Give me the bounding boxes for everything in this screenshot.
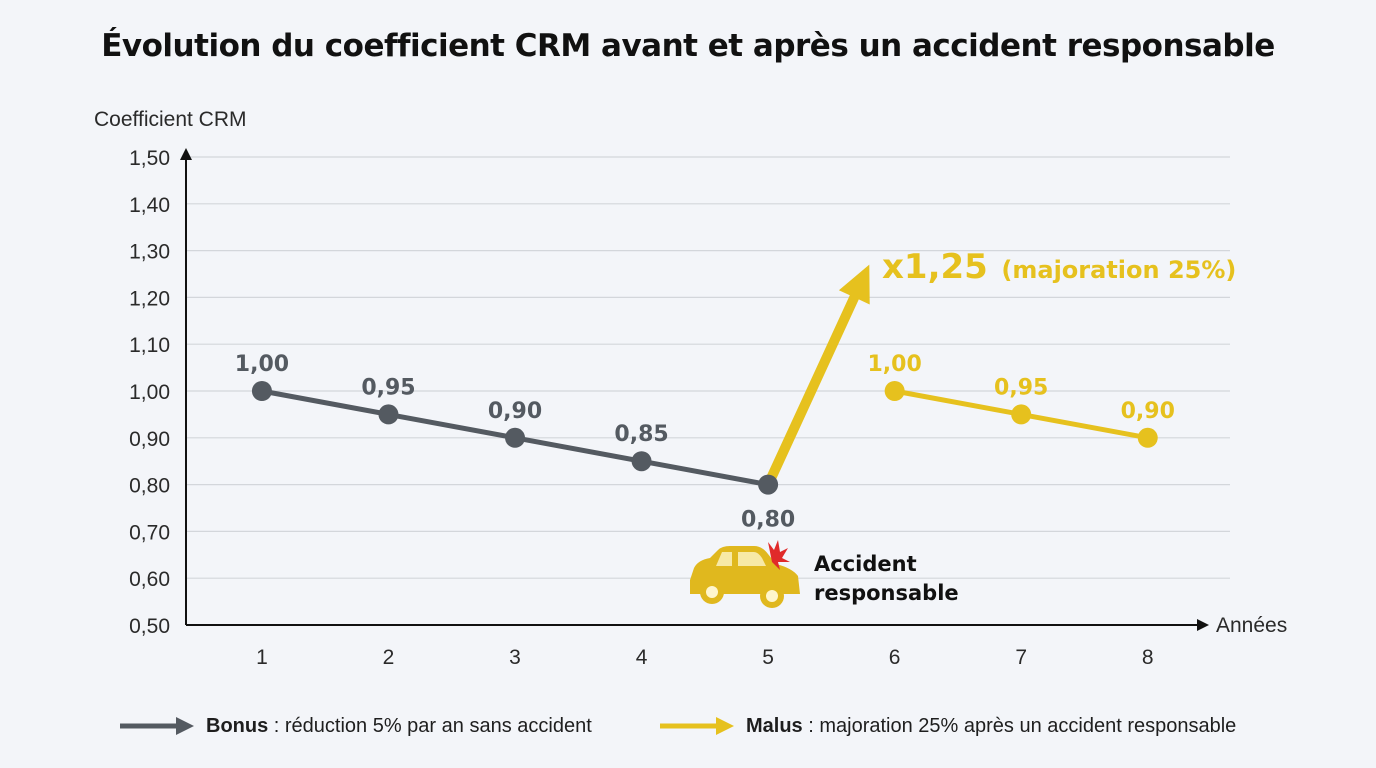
y-tick-label: 1,10 xyxy=(129,334,170,357)
multiplier-detail: (majoration 25%) xyxy=(1001,256,1236,284)
x-tick-label: 2 xyxy=(383,646,395,669)
x-tick-label: 5 xyxy=(762,646,774,669)
x-tick-label: 7 xyxy=(1015,646,1027,669)
legend-bonus-text: : réduction 5% par an sans accident xyxy=(268,714,592,737)
legend-malus: Malus : majoration 25% après un accident… xyxy=(660,712,1236,740)
data-point-malus xyxy=(1011,404,1032,425)
y-tick-label: 0,60 xyxy=(129,568,170,591)
legend-malus-label: Malus xyxy=(746,714,803,737)
y-tick-label: 1,50 xyxy=(129,147,170,170)
data-label-malus: 1,00 xyxy=(868,352,922,377)
impact-burst xyxy=(768,540,790,570)
chart-title: Évolution du coefficient CRM avant et ap… xyxy=(101,28,1275,64)
data-point-bonus xyxy=(251,381,272,401)
data-label-bonus: 0,95 xyxy=(361,375,415,400)
malus-jump-arrow xyxy=(763,264,870,487)
y-axis-title: Coefficient CRM xyxy=(94,108,247,131)
legend-bonus: Bonus : réduction 5% par an sans acciden… xyxy=(120,712,592,740)
x-tick-label: 4 xyxy=(636,646,648,669)
x-axis-title: Années xyxy=(1216,614,1287,637)
data-point-bonus xyxy=(758,474,779,495)
accident-label: Accident responsable xyxy=(814,552,959,605)
y-tick-label: 1,30 xyxy=(129,241,170,264)
data-label-bonus: 0,80 xyxy=(741,508,795,533)
data-label-malus: 0,90 xyxy=(1121,399,1175,424)
y-tick-label: 1,00 xyxy=(129,381,170,404)
tick-labels: 0,50 0,60 0,70 0,80 0,90 1,00 1,10 1,20 1,30 1,40… xyxy=(129,147,1153,669)
data-point-malus xyxy=(1137,427,1158,448)
y-tick-label: 0,70 xyxy=(129,521,170,544)
y-tick-label: 0,50 xyxy=(129,615,170,638)
bonus-arrow-icon xyxy=(120,717,194,735)
data-label-malus: 0,95 xyxy=(994,375,1048,400)
data-point-bonus xyxy=(378,404,399,425)
y-tick-label: 0,90 xyxy=(129,428,170,451)
y-tick-label: 1,20 xyxy=(129,287,170,310)
y-tick-label: 0,80 xyxy=(129,475,170,498)
multiplier-annotation: x1,25 (majoration 25%) xyxy=(882,247,1236,287)
x-tick-label: 8 xyxy=(1142,646,1154,669)
data-point-bonus xyxy=(631,451,652,472)
y-tick-label: 1,40 xyxy=(129,194,170,217)
x-tick-label: 1 xyxy=(256,646,268,669)
data-label-bonus: 0,85 xyxy=(614,422,668,447)
data-label-bonus: 0,90 xyxy=(488,399,542,424)
x-tick-label: 3 xyxy=(509,646,521,669)
grid-lines xyxy=(186,156,1230,579)
multiplier-value: x1,25 xyxy=(882,247,988,287)
crashed-car-icon xyxy=(690,540,800,608)
axes xyxy=(180,148,1209,631)
data-point-malus xyxy=(884,381,905,401)
crm-line-chart: 0,50 0,60 0,70 0,80 0,90 1,00 1,10 1,20 1,30 1,40… xyxy=(94,108,1287,669)
malus-arrow-icon xyxy=(660,717,734,735)
x-tick-label: 6 xyxy=(889,646,901,669)
legend-bonus-label: Bonus xyxy=(206,714,269,737)
legend-malus-text: : majoration 25% après un accident respo… xyxy=(802,714,1237,737)
annotations: x1,25 (majoration 25%) Accident responsa… xyxy=(235,247,1236,608)
data-label-bonus: 1,00 xyxy=(235,352,289,377)
data-point-bonus xyxy=(505,427,526,448)
data-series xyxy=(251,264,1158,495)
